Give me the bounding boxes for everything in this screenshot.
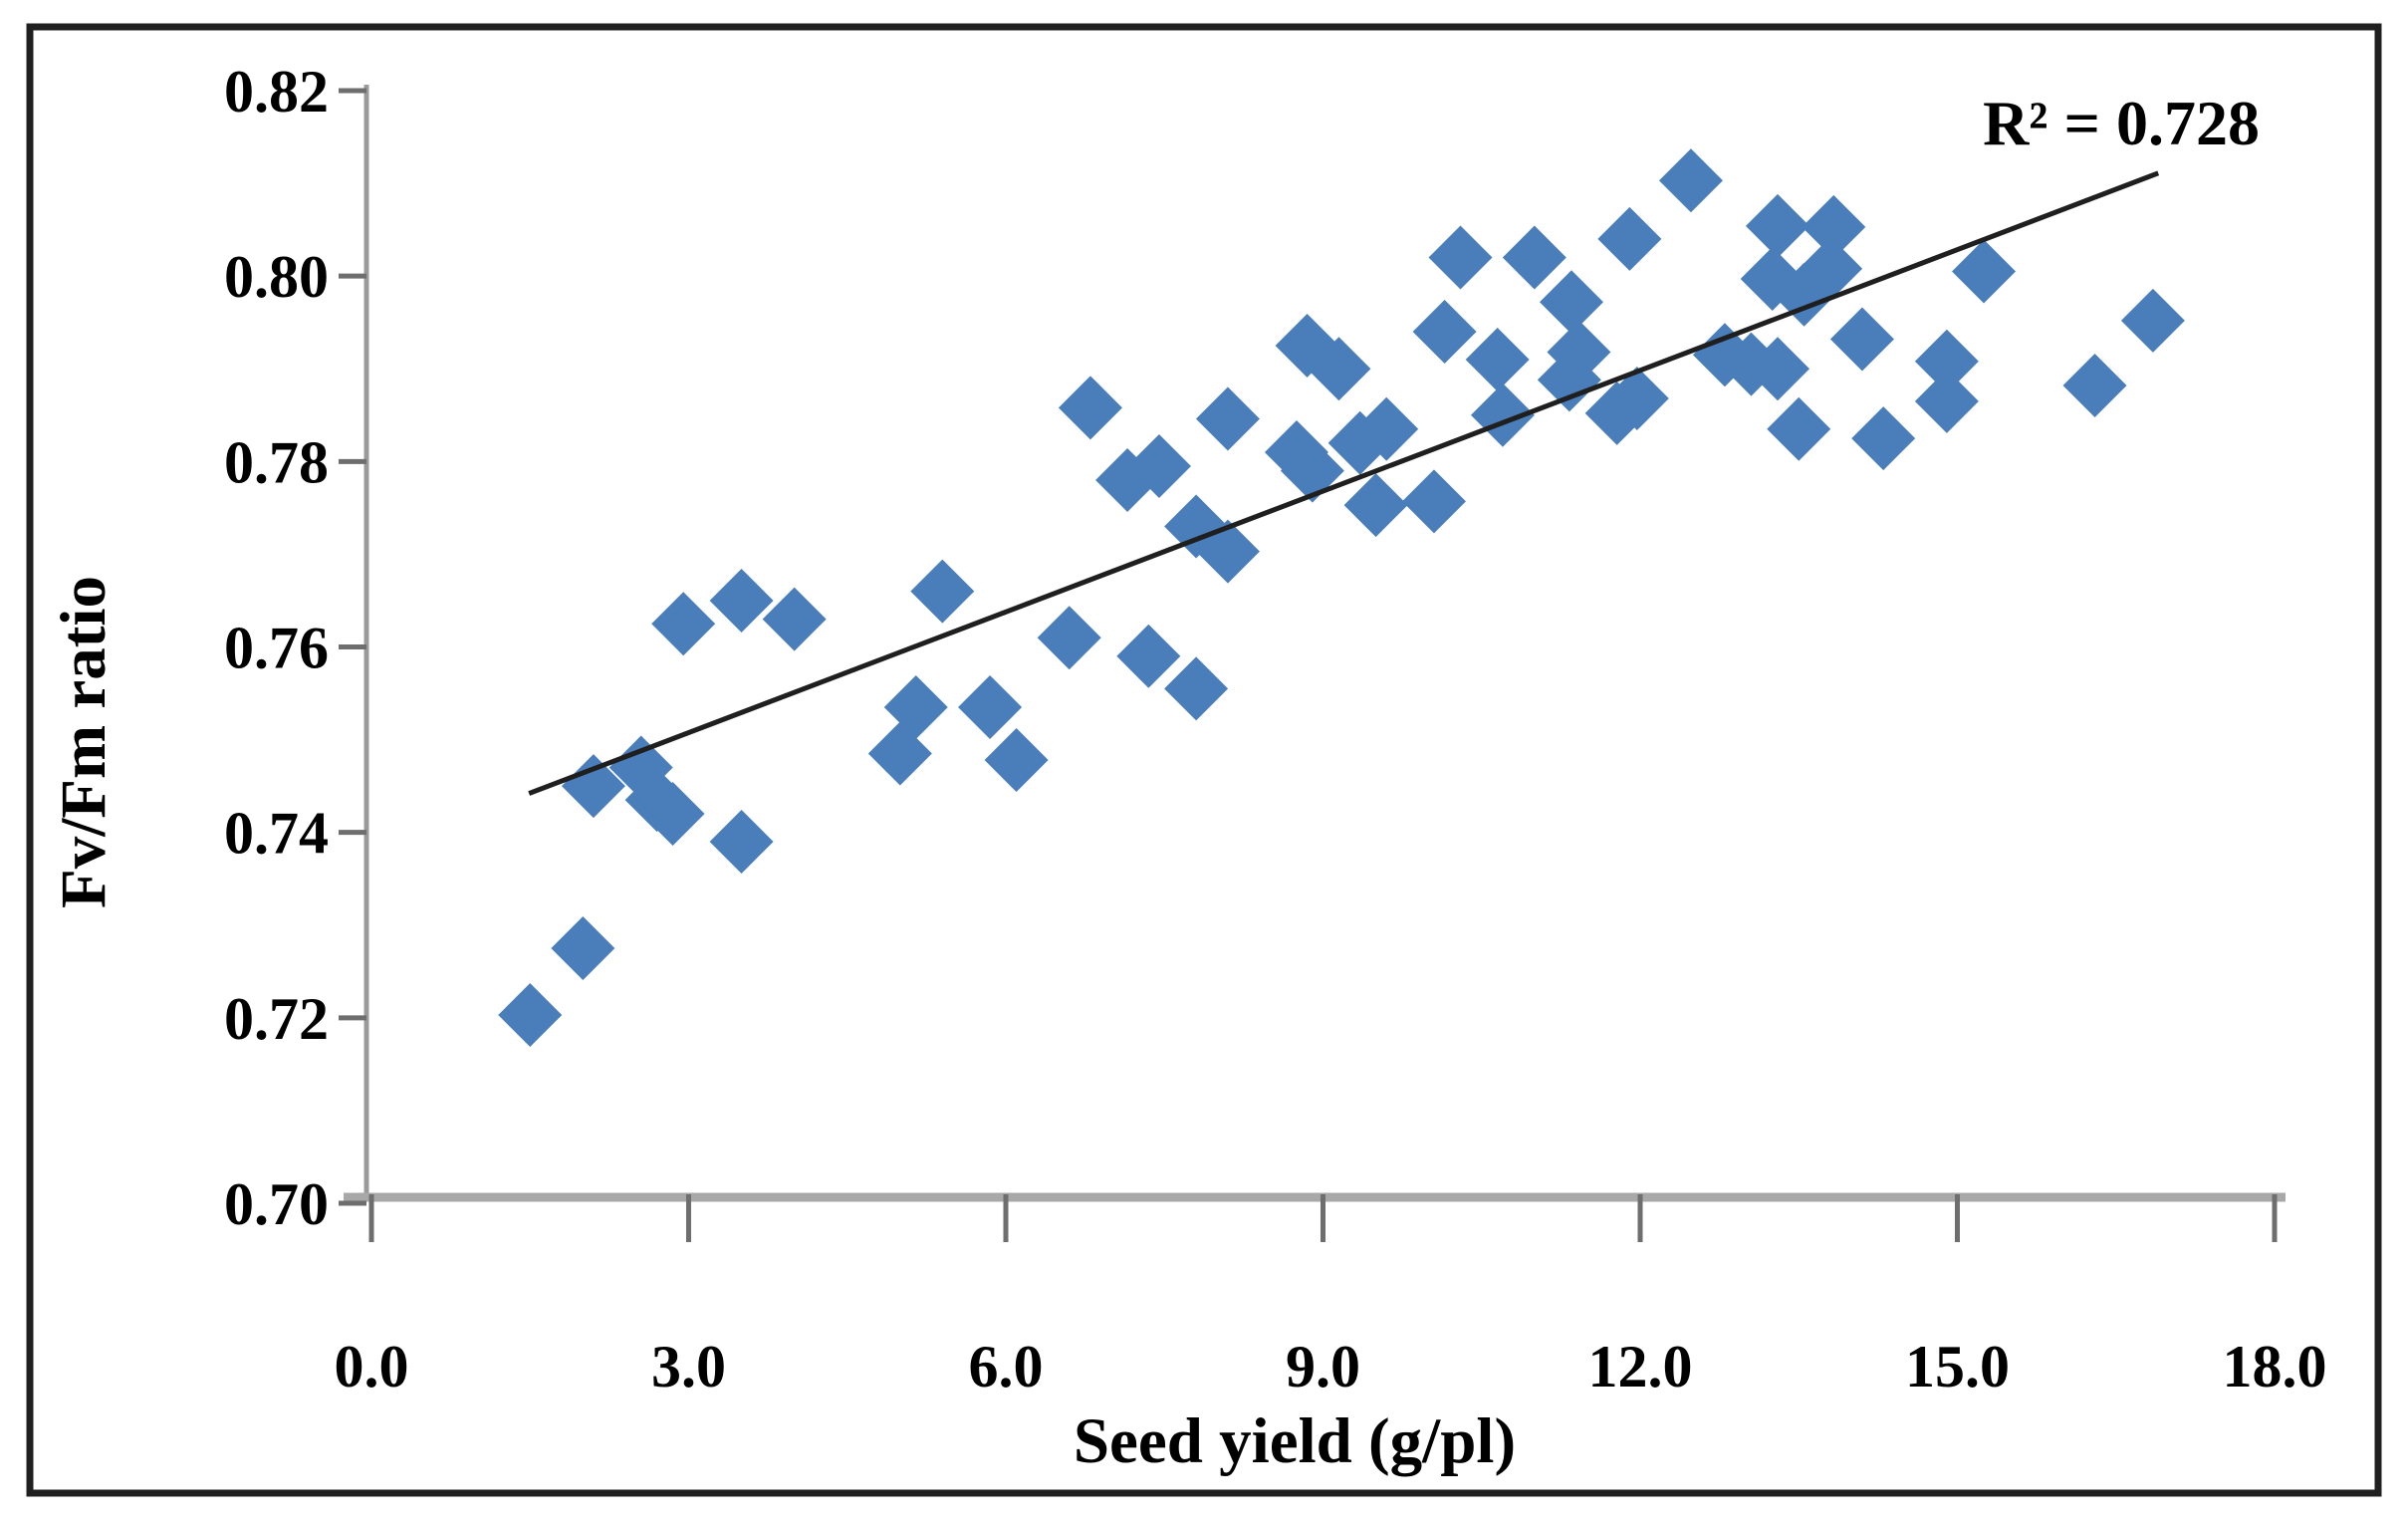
data-point [709, 568, 774, 633]
data-point [1307, 337, 1371, 401]
data-point [910, 559, 975, 624]
y-tick-label: 0.82 [224, 59, 329, 125]
data-point [1428, 225, 1493, 290]
data-point [958, 675, 1023, 740]
x-axis-tick-labels: 0.0 3.0 6.0 9.0 12.0 15.0 18.0 [335, 1334, 2327, 1399]
x-tick-label: 18.0 [2223, 1334, 2327, 1399]
x-axis-ticks [368, 1194, 2278, 1242]
figure-border [26, 23, 2382, 1497]
data-point [1037, 606, 1101, 670]
data-point [1772, 262, 1836, 327]
data-point [640, 782, 705, 847]
x-tick-label: 0.0 [335, 1334, 409, 1399]
data-point [561, 754, 625, 819]
y-tick-label: 0.78 [224, 429, 329, 495]
x-axis-title: Seed yield (g/pl) [1074, 1405, 1516, 1477]
data-point [1164, 656, 1229, 721]
data-point [1829, 307, 1894, 372]
y-tick-label: 0.72 [224, 986, 329, 1052]
data-point [1914, 369, 1979, 433]
data-point [709, 809, 774, 874]
data-point [1658, 148, 1723, 213]
data-point [1354, 396, 1419, 461]
data-point [984, 728, 1049, 793]
data-point [651, 592, 716, 656]
data-point [1539, 270, 1603, 335]
data-point [1116, 624, 1181, 688]
data-point [1952, 239, 2017, 304]
data-point [1058, 376, 1122, 440]
data-point [2120, 288, 2185, 353]
data-point [1802, 194, 1866, 259]
y-tick-label: 0.80 [224, 244, 329, 310]
data-point [1412, 300, 1477, 365]
data-point [1767, 396, 1831, 461]
y-tick-label: 0.74 [224, 801, 329, 867]
data-point [1537, 348, 1601, 412]
y-tick-label: 0.70 [224, 1171, 329, 1237]
data-point [1746, 193, 1810, 258]
r-squared-annotation: R² = 0.728 [1983, 88, 2260, 158]
data-point [551, 916, 615, 981]
data-point [1502, 225, 1566, 290]
data-point [1914, 329, 1979, 393]
y-axis-title: Fv/Fm ratio [48, 576, 120, 908]
x-tick-label: 15.0 [1905, 1334, 2010, 1399]
data-point [1401, 469, 1466, 534]
y-axis-ticks [339, 88, 366, 1206]
data-point [1195, 386, 1260, 451]
data-point [1343, 473, 1408, 538]
scatter-points [498, 148, 2185, 1048]
y-tick-label: 0.76 [224, 616, 329, 681]
data-point [1597, 206, 1662, 271]
data-point [883, 675, 948, 740]
data-point [1126, 433, 1191, 498]
x-tick-label: 12.0 [1588, 1334, 1693, 1399]
x-tick-label: 9.0 [1286, 1334, 1360, 1399]
x-tick-label: 6.0 [969, 1334, 1044, 1399]
y-axis-tick-labels: 0.70 0.72 0.74 0.76 0.78 0.80 0.82 [224, 59, 329, 1237]
data-point [2062, 354, 2127, 418]
data-point [498, 983, 563, 1048]
data-point [1465, 327, 1530, 391]
x-tick-label: 3.0 [651, 1334, 726, 1399]
data-point [1604, 367, 1669, 431]
data-point [762, 587, 827, 651]
data-point [1746, 337, 1810, 401]
trend-line [528, 170, 2160, 796]
data-point [1851, 406, 1916, 471]
